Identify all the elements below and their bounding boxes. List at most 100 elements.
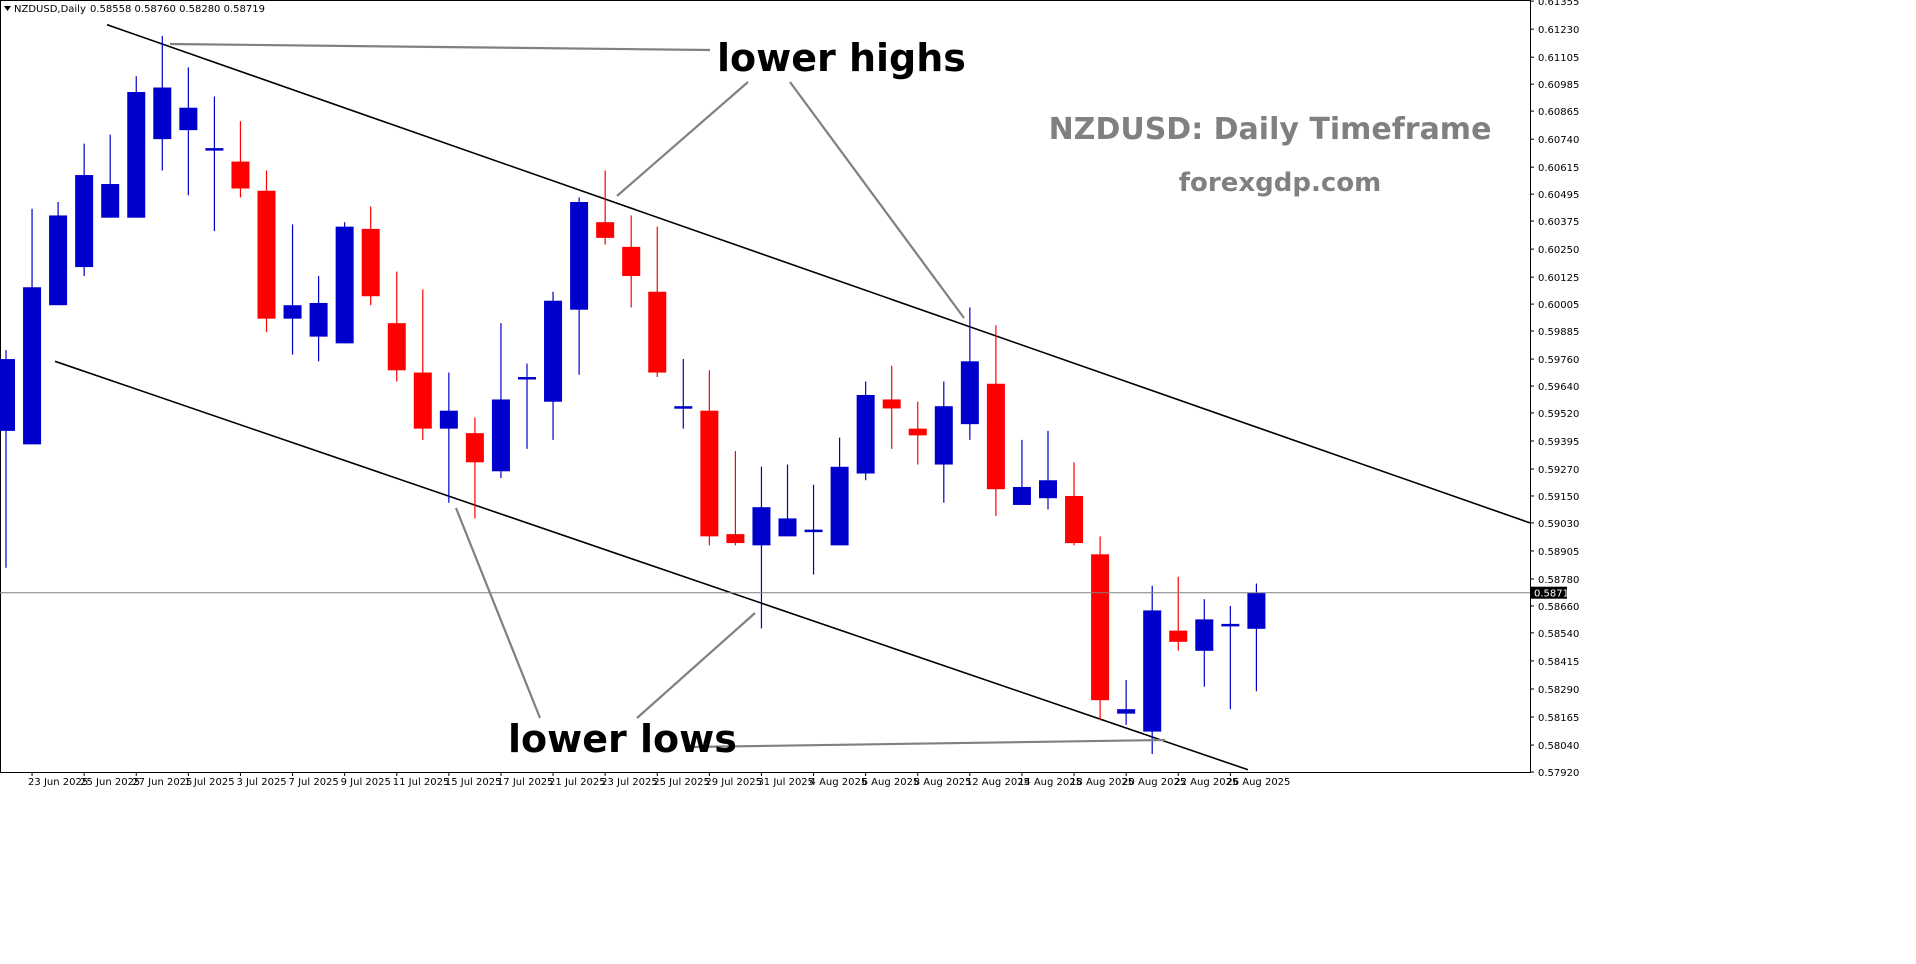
pointer-line <box>636 612 756 719</box>
candle-body <box>986 383 1005 490</box>
y-tick-label: 0.61230 <box>1538 25 1579 36</box>
y-tick-label: 0.60615 <box>1538 163 1579 174</box>
y-tick-label: 0.61355 <box>1538 0 1579 8</box>
x-tick-label: 18 Aug 2025 <box>1070 777 1134 788</box>
candle-body <box>127 92 146 218</box>
candle-body <box>518 377 536 380</box>
y-tick-label: 0.60740 <box>1538 135 1579 146</box>
header-ohlc: 0.58558 0.58760 0.58280 0.58719 <box>90 4 265 15</box>
annotation-lower-highs: lower highs <box>717 36 966 80</box>
candle <box>570 197 589 375</box>
candle <box>439 372 458 503</box>
channel-line-upper <box>106 23 1531 524</box>
channel-line-lower <box>54 360 1249 771</box>
candle <box>335 222 354 344</box>
candle <box>75 143 94 277</box>
candle <box>127 76 146 218</box>
header-menu-icon[interactable] <box>4 6 11 11</box>
x-tick-label: 23 Jul 2025 <box>601 777 658 788</box>
candle-body <box>1195 619 1214 651</box>
candle-body <box>413 372 432 429</box>
candle-body <box>491 399 510 472</box>
x-tick-label: 15 Jul 2025 <box>445 777 502 788</box>
pointer-line <box>169 42 711 52</box>
candle <box>648 226 667 378</box>
candle-body <box>231 161 250 189</box>
x-tick-label: 7 Jul 2025 <box>289 777 339 788</box>
candle <box>413 289 432 440</box>
candle-body <box>830 466 849 546</box>
candle-body <box>179 107 198 131</box>
candle <box>934 381 953 503</box>
y-tick-label: 0.60005 <box>1538 300 1579 311</box>
y-tick-label: 0.59030 <box>1538 519 1579 530</box>
candle-body <box>335 226 354 344</box>
y-tick-label: 0.60125 <box>1538 273 1579 284</box>
candle-body <box>0 359 15 431</box>
y-tick-label: 0.57920 <box>1538 768 1579 779</box>
x-tick-label: 25 Jun 2025 <box>80 777 140 788</box>
x-tick-label: 21 Jul 2025 <box>549 777 606 788</box>
candle-body <box>778 518 797 537</box>
candle-body <box>75 175 94 268</box>
y-tick-label: 0.60495 <box>1538 190 1579 201</box>
candle <box>1065 462 1084 546</box>
candle <box>1117 679 1136 725</box>
candle <box>309 276 328 362</box>
candle-body <box>257 190 276 319</box>
candle <box>674 359 693 429</box>
candle-body <box>700 410 719 537</box>
candle <box>465 417 484 519</box>
x-tick-label: 14 Aug 2025 <box>1018 777 1082 788</box>
current-price-tag <box>1531 586 1567 599</box>
candle-body <box>544 300 563 402</box>
candle <box>0 350 15 568</box>
candle-body <box>1221 623 1240 627</box>
watermark-site: forexgdp.com <box>1179 168 1381 198</box>
x-tick-label: 26 Aug 2025 <box>1226 777 1290 788</box>
candle-body <box>674 406 693 409</box>
candle <box>1012 439 1031 505</box>
candle-body <box>205 148 224 151</box>
x-tick-label: 25 Jul 2025 <box>653 777 710 788</box>
x-tick-label: 31 Jul 2025 <box>757 777 814 788</box>
y-tick-label: 0.58780 <box>1538 575 1579 586</box>
y-tick-label: 0.59395 <box>1538 437 1579 448</box>
candle-body <box>1091 554 1110 701</box>
y-tick-label: 0.58165 <box>1538 713 1579 724</box>
candle-body <box>465 433 484 463</box>
candle-body <box>752 507 771 546</box>
candle <box>205 96 224 232</box>
x-tick-label: 23 Jun 2025 <box>28 777 88 788</box>
candle-body <box>726 534 745 544</box>
y-tick-label: 0.59885 <box>1538 327 1579 338</box>
y-tick-label: 0.58415 <box>1538 657 1579 668</box>
y-tick-label: 0.61105 <box>1538 53 1579 64</box>
candle <box>700 370 719 546</box>
candle <box>1221 605 1240 710</box>
candle <box>908 401 927 465</box>
candle-body <box>1169 630 1188 642</box>
candle <box>361 206 380 306</box>
y-tick-label: 0.59150 <box>1538 492 1579 503</box>
candle <box>283 224 302 355</box>
candle <box>622 215 641 308</box>
candle-body <box>309 302 328 337</box>
x-tick-label: 17 Jul 2025 <box>497 777 554 788</box>
candle <box>1247 583 1266 692</box>
pointer-line <box>616 81 749 197</box>
candle-body <box>596 222 615 238</box>
candle <box>518 363 536 449</box>
y-tick-label: 0.58290 <box>1538 685 1579 696</box>
candle-body <box>934 406 953 465</box>
candle-body <box>153 87 172 140</box>
candle-body <box>1117 709 1136 714</box>
candle-body <box>23 287 42 445</box>
x-tick-label: 3 Jul 2025 <box>236 777 286 788</box>
x-tick-label: 12 Aug 2025 <box>966 777 1030 788</box>
candle <box>491 323 510 479</box>
candle <box>752 466 771 629</box>
